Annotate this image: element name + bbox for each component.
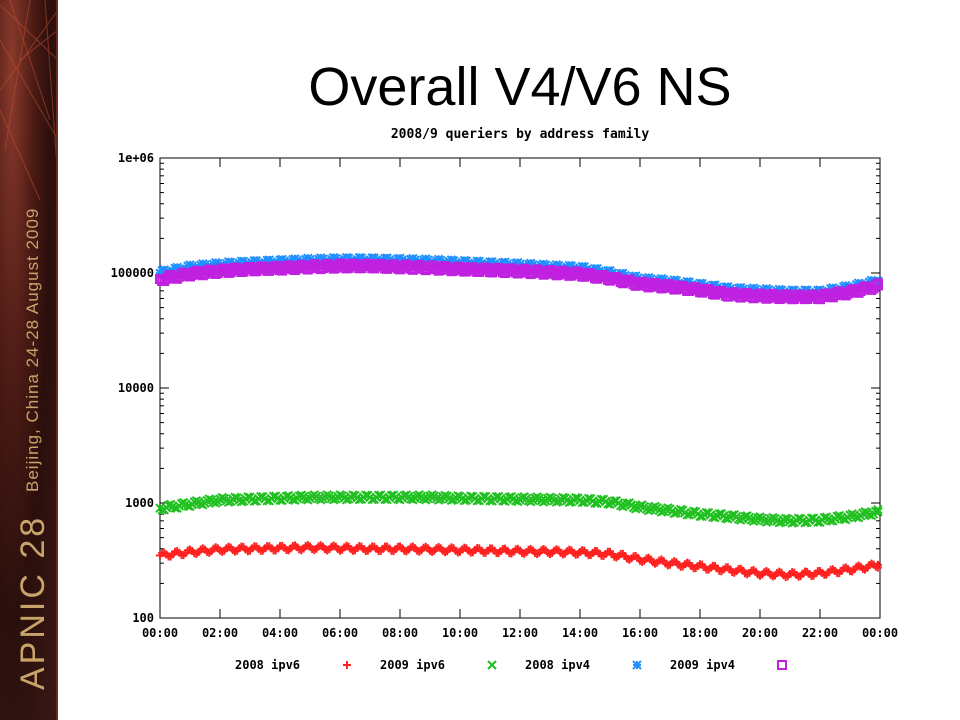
legend-label: 2008 ipv6 [235,658,300,672]
legend-swatch [777,660,787,670]
data-point [669,508,679,519]
x-tick-label: 12:00 [502,626,538,640]
chart-title: 2008/9 queriers by address family [391,127,649,142]
legend-marker [632,660,642,670]
x-tick-label: 00:00 [862,626,898,640]
series-layer [155,252,883,581]
data-point [571,492,581,503]
series-2008-ipv6 [156,541,882,581]
legend-label: 2009 ipv4 [670,658,735,672]
series-2009-ipv4 [155,258,883,305]
legend-marker [777,660,787,670]
x-axis: 00:00 02:00 04:00 06:00 08:00 10:00 12:00 14:00… [142,158,898,640]
y-tick-label: 100000 [111,266,154,280]
sidebar-lettering: APNIC 28 Beijing, China 24-28 August 200… [14,208,52,690]
y-tick-label: 1e+06 [118,151,154,165]
sidebar-banner: APNIC 28 Beijing, China 24-28 August 200… [0,0,58,720]
chart: 2008/9 queriers by address family 100100… [111,127,898,672]
slide-title: Overall V4/V6 NS [308,57,732,117]
legend-label: 2009 ipv6 [380,658,445,672]
event-details: Beijing, China 24-28 August 2009 [23,208,42,492]
x-tick-label: 20:00 [742,626,778,640]
data-point [793,513,804,523]
x-tick-label: 02:00 [202,626,238,640]
data-point [354,494,364,505]
legend-marker [343,661,351,669]
y-tick-label: 100 [132,611,154,625]
data-point [459,496,469,506]
data-point [873,280,883,291]
y-tick-label: 10000 [118,381,154,395]
data-point [348,490,358,500]
data-point [874,560,882,569]
data-point [583,493,594,504]
legend-swatch [487,660,497,670]
y-tick-label: 1000 [125,496,154,510]
x-tick-label: 06:00 [322,626,358,640]
x-tick-label: 10:00 [442,626,478,640]
data-point [466,491,476,501]
event-name: APNIC 28 [14,515,52,690]
data-point [243,492,253,502]
x-tick-label: 14:00 [562,626,598,640]
x-tick-label: 18:00 [682,626,718,640]
legend-swatch [343,661,351,669]
series-2009-ipv6 [155,490,883,528]
x-tick-label: 00:00 [142,626,178,640]
y-axis: 100 1000 10000 100000 1e+06 [111,151,880,625]
x-tick-label: 16:00 [622,626,658,640]
legend: 2008 ipv6 2009 ipv6 2008 ipv4 2009 ipv4 [235,658,787,672]
sidebar-edge [56,0,58,720]
data-point [249,496,259,507]
x-tick-label: 08:00 [382,626,418,640]
decorative-pattern [0,0,58,200]
legend-label: 2008 ipv4 [525,658,590,672]
x-tick-label: 04:00 [262,626,298,640]
legend-swatch [632,660,642,670]
legend-marker [487,660,497,670]
x-tick-label: 22:00 [802,626,838,640]
data-point [873,504,883,515]
data-point [873,507,883,517]
data-point [800,518,810,528]
